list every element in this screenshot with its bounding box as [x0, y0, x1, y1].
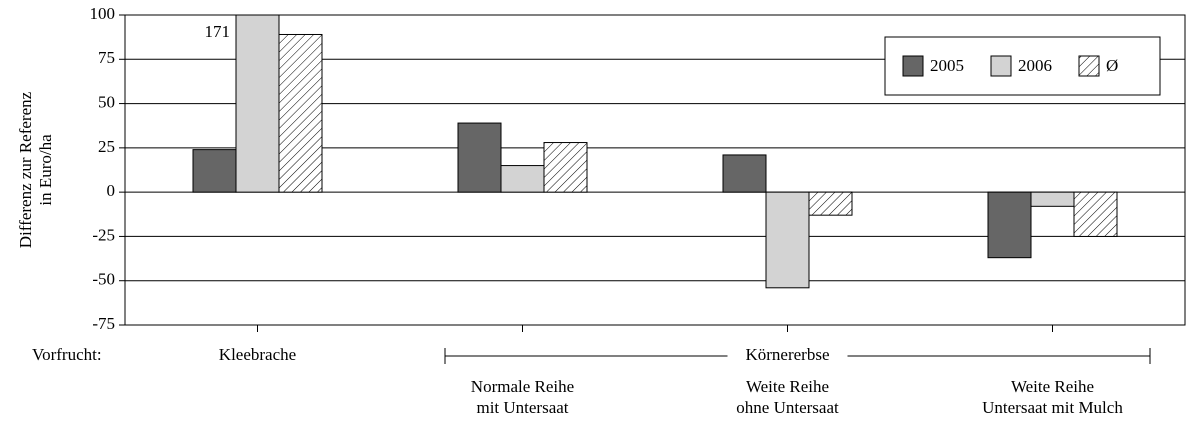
- y-tick-label: 50: [98, 92, 115, 111]
- legend-swatch: [990, 55, 1012, 77]
- x-tick-label: Weite Reihe: [1011, 377, 1094, 396]
- bar: [278, 33, 323, 193]
- bars: [192, 15, 1118, 289]
- x-tick-label: Untersaat mit Mulch: [982, 398, 1123, 417]
- plot-frame: [124, 14, 1186, 326]
- group-label: Kleebrache: [219, 345, 296, 364]
- group-row-label: Vorfrucht:: [32, 345, 102, 364]
- y-tick-label: -75: [92, 314, 115, 333]
- bar: [192, 149, 237, 193]
- legend-label: 2005: [930, 56, 964, 75]
- legend-swatch: [902, 55, 924, 77]
- y-tick-label: 100: [90, 4, 116, 23]
- legend-label: Ø: [1106, 56, 1118, 75]
- bar: [1030, 191, 1075, 207]
- legend-box: [884, 36, 1161, 96]
- legend-label: 2006: [1018, 56, 1052, 75]
- y-axis-label: in Euro/ha: [36, 134, 55, 206]
- bar: [235, 15, 280, 193]
- legend-swatch: [1078, 55, 1100, 77]
- x-tick-label: Normale Reihe: [471, 377, 574, 396]
- bar: [500, 165, 545, 193]
- y-tick-label: -50: [92, 270, 115, 289]
- x-tick-label: mit Untersaat: [476, 398, 568, 417]
- x-tick-label: ohne Untersaat: [736, 398, 839, 417]
- bar: [765, 191, 810, 289]
- bar: [987, 191, 1032, 259]
- y-axis-label: Differenz zur Referenz: [16, 91, 35, 248]
- bar: [722, 154, 767, 193]
- group-label: Körnererbse: [745, 345, 829, 364]
- y-tick-label: 0: [107, 181, 116, 200]
- y-tick-label: -25: [92, 225, 115, 244]
- value-label: 171: [205, 22, 231, 41]
- bar: [808, 191, 853, 216]
- y-tick-label: 75: [98, 48, 115, 67]
- bar: [1073, 191, 1118, 237]
- foreground: -75 -50 -25 0 25 50 75 100 Differenz zur Referen…: [16, 4, 1186, 417]
- group-label-bg: [727, 346, 848, 366]
- y-tick-label: 25: [98, 137, 115, 156]
- x-tick-label: Weite Reihe: [746, 377, 829, 396]
- bar: [457, 122, 502, 193]
- bar: [543, 142, 588, 193]
